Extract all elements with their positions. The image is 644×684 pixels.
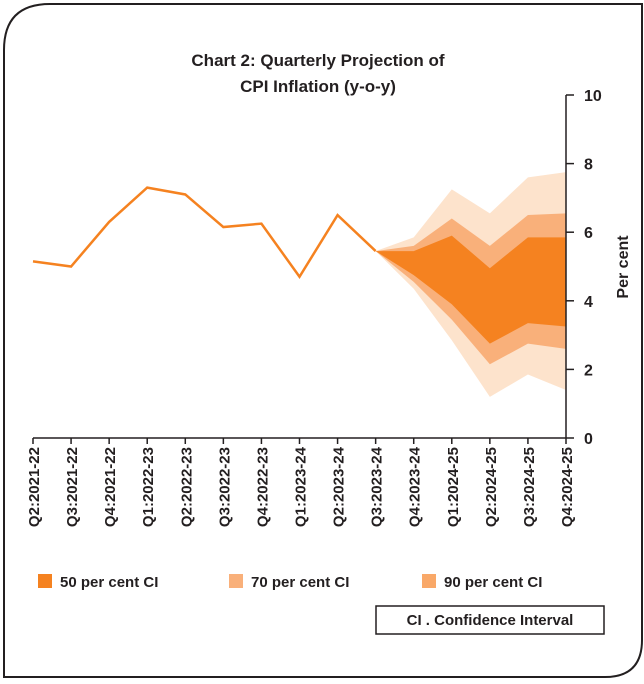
- x-tick-label: Q1:2024-25: [445, 447, 462, 527]
- legend-label: 50 per cent CI: [60, 574, 158, 591]
- y-tick-label: 0: [584, 431, 593, 448]
- x-tick-label: Q2:2023-24: [331, 446, 348, 527]
- legend-swatch: [229, 574, 243, 588]
- legend-label: 90 per cent CI: [444, 574, 542, 591]
- x-tick-label: Q1:2023-24: [293, 446, 310, 527]
- x-tick-label: Q4:2021-22: [102, 447, 119, 527]
- y-axis-label: Per cent: [615, 235, 632, 299]
- y-tick-label: 4: [584, 294, 593, 311]
- y-tick-label: 8: [584, 157, 593, 174]
- x-tick-label: Q3:2021-22: [64, 447, 81, 527]
- chart-title: Chart 2: Quarterly Projection of: [191, 51, 444, 70]
- x-tick-label: Q1:2022-23: [140, 447, 157, 527]
- frame: [3, 3, 643, 678]
- x-tick-label: Q2:2024-25: [483, 447, 500, 527]
- fan-band: [375, 235, 566, 344]
- x-tick-label: Q3:2024-25: [521, 447, 538, 527]
- note: CI . Confidence Interval: [407, 612, 574, 629]
- y-tick-label: 10: [584, 88, 602, 105]
- legend-label: 70 per cent CI: [251, 574, 349, 591]
- y-tick-label: 2: [584, 362, 593, 379]
- x-tick-label: Q4:2024-25: [559, 447, 576, 527]
- x-tick-label: Q4:2023-24: [407, 446, 424, 527]
- note-box: [375, 605, 605, 635]
- y-tick-label: 6: [584, 225, 593, 242]
- chart-title: CPI Inflation (y-o-y): [240, 77, 396, 96]
- x-tick-label: Q2:2022-23: [178, 447, 195, 527]
- legend-swatch: [422, 574, 436, 588]
- x-tick-label: Q3:2023-24: [369, 446, 386, 527]
- x-tick-label: Q3:2022-23: [216, 447, 233, 527]
- line: [32, 186, 377, 280]
- x-tick-label: Q4:2022-23: [254, 447, 271, 527]
- x-tick-label: Q2:2021-22: [26, 447, 43, 527]
- legend-swatch: [38, 574, 52, 588]
